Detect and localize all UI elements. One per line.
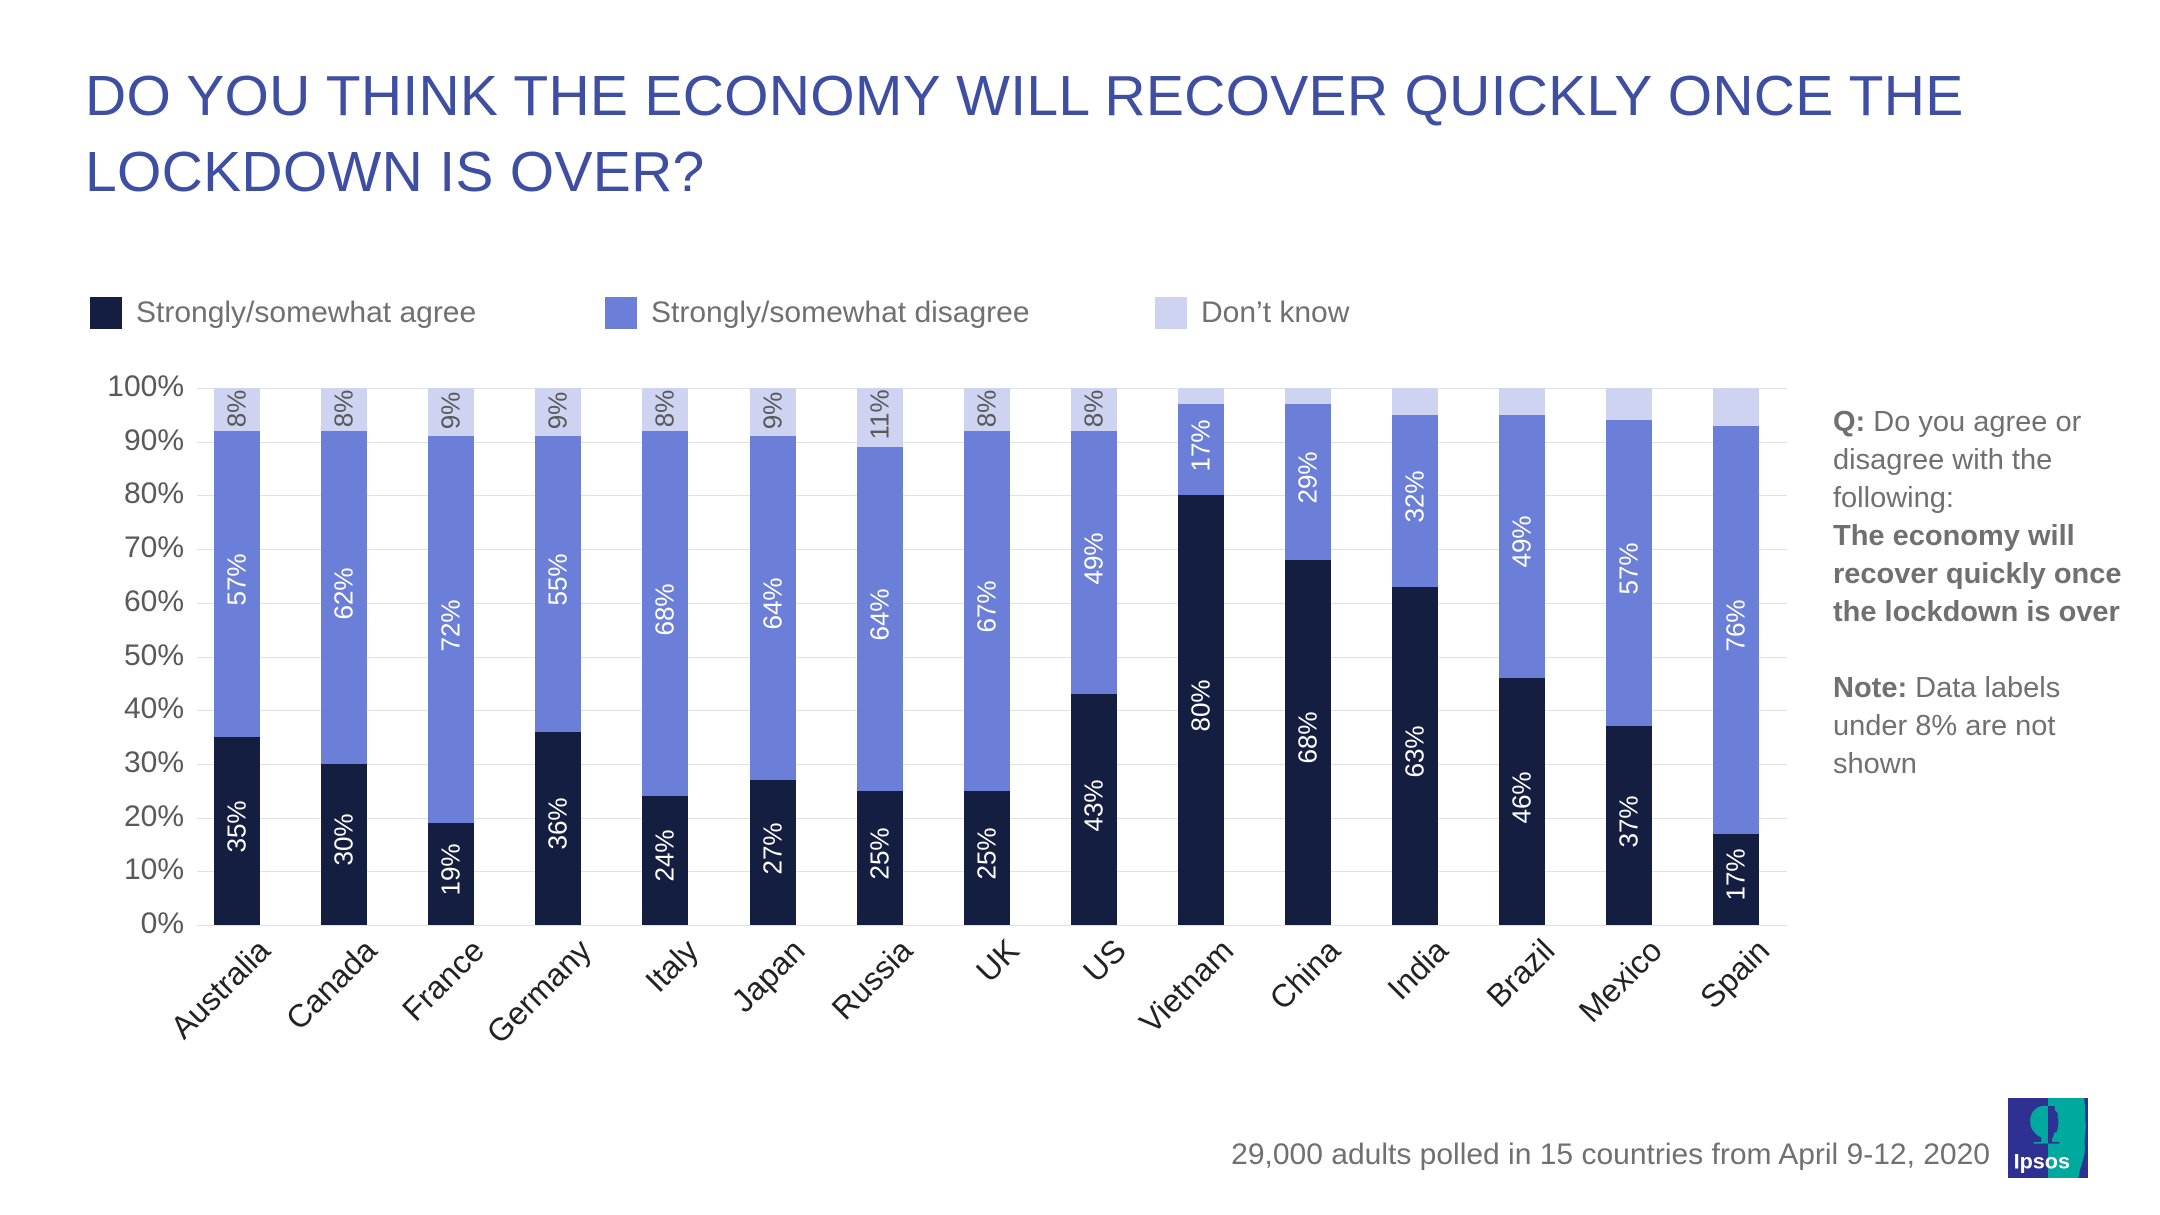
svg-text:Ipsos: Ipsos <box>2014 1148 2070 1173</box>
